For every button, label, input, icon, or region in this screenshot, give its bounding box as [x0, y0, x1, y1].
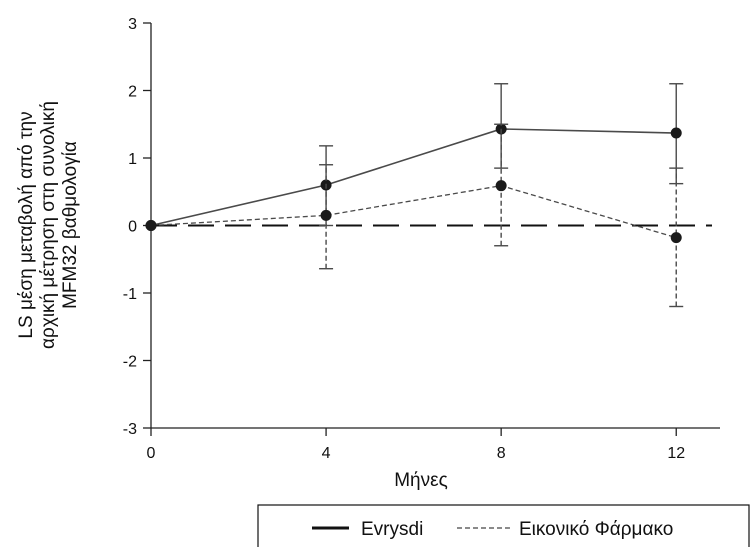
legend-label-placebo: Εικονικό Φάρμακο: [519, 519, 673, 540]
x-tick-label: 12: [667, 445, 685, 462]
y-tick-label: -3: [123, 421, 137, 438]
series-placebo: [145, 123, 684, 308]
x-tick-label: 4: [322, 445, 331, 462]
legend-label-evrysdi: Evrysdi: [361, 519, 423, 540]
y-axis-title-line-3: MFM32 βαθμολογία: [60, 141, 81, 309]
x-tick-label: 8: [497, 445, 506, 462]
y-tick-label: 0: [128, 219, 137, 236]
x-axis-title: Μήνες: [394, 470, 448, 491]
x-tick-label: 0: [147, 445, 156, 462]
data-point: [670, 127, 682, 139]
y-tick-label: -2: [123, 354, 137, 371]
y-axis-title-line-1: LS μέση μεταβολή από την: [16, 111, 37, 338]
y-tick-label: 1: [128, 151, 137, 168]
data-point: [495, 180, 507, 192]
data-point: [670, 232, 682, 244]
y-tick-label: 3: [128, 16, 137, 33]
series-line: [150, 185, 677, 239]
y-tick-label: -1: [123, 286, 137, 303]
data-point: [145, 220, 157, 231]
legend: Evrysdi Εικονικό Φάρμακο: [257, 504, 750, 547]
series-evrysdi: [145, 83, 684, 231]
series-layer: [145, 83, 684, 308]
legend-box: [257, 504, 750, 547]
y-tick-label: 2: [128, 84, 137, 101]
y-axis-title: LS μέση μεταβολή από την αρχική μέτρηση …: [16, 101, 81, 349]
series-line: [150, 128, 677, 227]
y-axis-title-line-2: αρχική μέτρηση στη συνολική: [38, 101, 59, 349]
data-point: [320, 209, 332, 221]
